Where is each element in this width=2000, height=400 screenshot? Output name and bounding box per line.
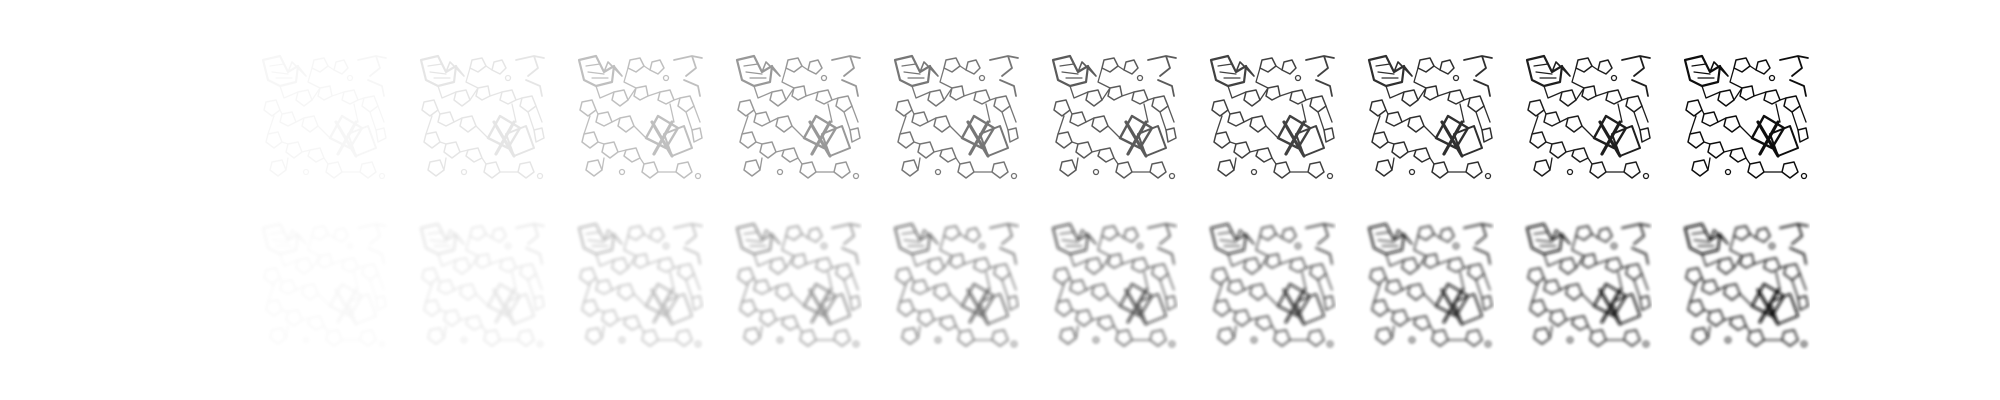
tile-sharp-10 xyxy=(1680,52,1810,182)
tile-sharp-2 xyxy=(416,52,546,182)
tile-sharp-3 xyxy=(574,52,704,182)
tile-blurred-6 xyxy=(1048,220,1178,350)
tile-sharp-4 xyxy=(732,52,862,182)
tile-blurred-10 xyxy=(1680,220,1810,350)
tile-blurred-3 xyxy=(574,220,704,350)
tile-sharp-7 xyxy=(1206,52,1336,182)
tile-sharp-5 xyxy=(890,52,1020,182)
tile-sharp-6 xyxy=(1048,52,1178,182)
tile-sharp-1 xyxy=(258,52,388,182)
tile-blurred-1 xyxy=(258,220,388,350)
tile-blurred-5 xyxy=(890,220,1020,350)
tile-grid xyxy=(258,52,1810,350)
tile-sharp-8 xyxy=(1364,52,1494,182)
tile-sharp-9 xyxy=(1522,52,1652,182)
tile-blurred-8 xyxy=(1364,220,1494,350)
tile-blurred-9 xyxy=(1522,220,1652,350)
tile-blurred-4 xyxy=(732,220,862,350)
tile-blurred-7 xyxy=(1206,220,1336,350)
tile-blurred-2 xyxy=(416,220,546,350)
